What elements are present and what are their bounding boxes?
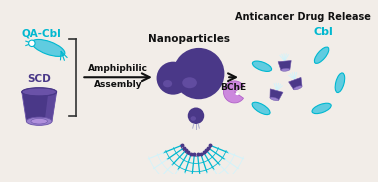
Ellipse shape: [270, 97, 279, 101]
Text: Assembly: Assembly: [94, 80, 143, 89]
Ellipse shape: [281, 68, 290, 71]
Ellipse shape: [182, 77, 197, 88]
Ellipse shape: [314, 47, 329, 63]
Text: Cbl: Cbl: [314, 27, 333, 37]
Polygon shape: [22, 92, 57, 121]
Ellipse shape: [188, 108, 204, 124]
Text: BChE: BChE: [220, 83, 246, 92]
Ellipse shape: [335, 73, 345, 93]
Ellipse shape: [156, 62, 190, 95]
Text: Anticancer Drug Release: Anticancer Drug Release: [235, 12, 371, 22]
Ellipse shape: [22, 88, 57, 96]
Ellipse shape: [191, 116, 196, 121]
Text: Amphiphilic: Amphiphilic: [88, 64, 148, 73]
Text: QA-Cbl: QA-Cbl: [21, 28, 61, 38]
Ellipse shape: [253, 61, 271, 71]
Ellipse shape: [31, 118, 48, 124]
Text: Nanoparticles: Nanoparticles: [148, 34, 230, 44]
Polygon shape: [288, 77, 302, 89]
Ellipse shape: [173, 48, 225, 99]
Ellipse shape: [312, 103, 331, 114]
Ellipse shape: [163, 80, 172, 87]
Ellipse shape: [293, 86, 302, 90]
Ellipse shape: [32, 39, 65, 56]
Polygon shape: [270, 89, 283, 100]
Polygon shape: [45, 92, 57, 121]
Ellipse shape: [252, 102, 270, 115]
Wedge shape: [223, 81, 243, 103]
Ellipse shape: [235, 92, 239, 95]
Text: SCD: SCD: [27, 74, 51, 84]
Ellipse shape: [26, 117, 52, 125]
Ellipse shape: [29, 40, 35, 47]
Polygon shape: [278, 61, 291, 70]
